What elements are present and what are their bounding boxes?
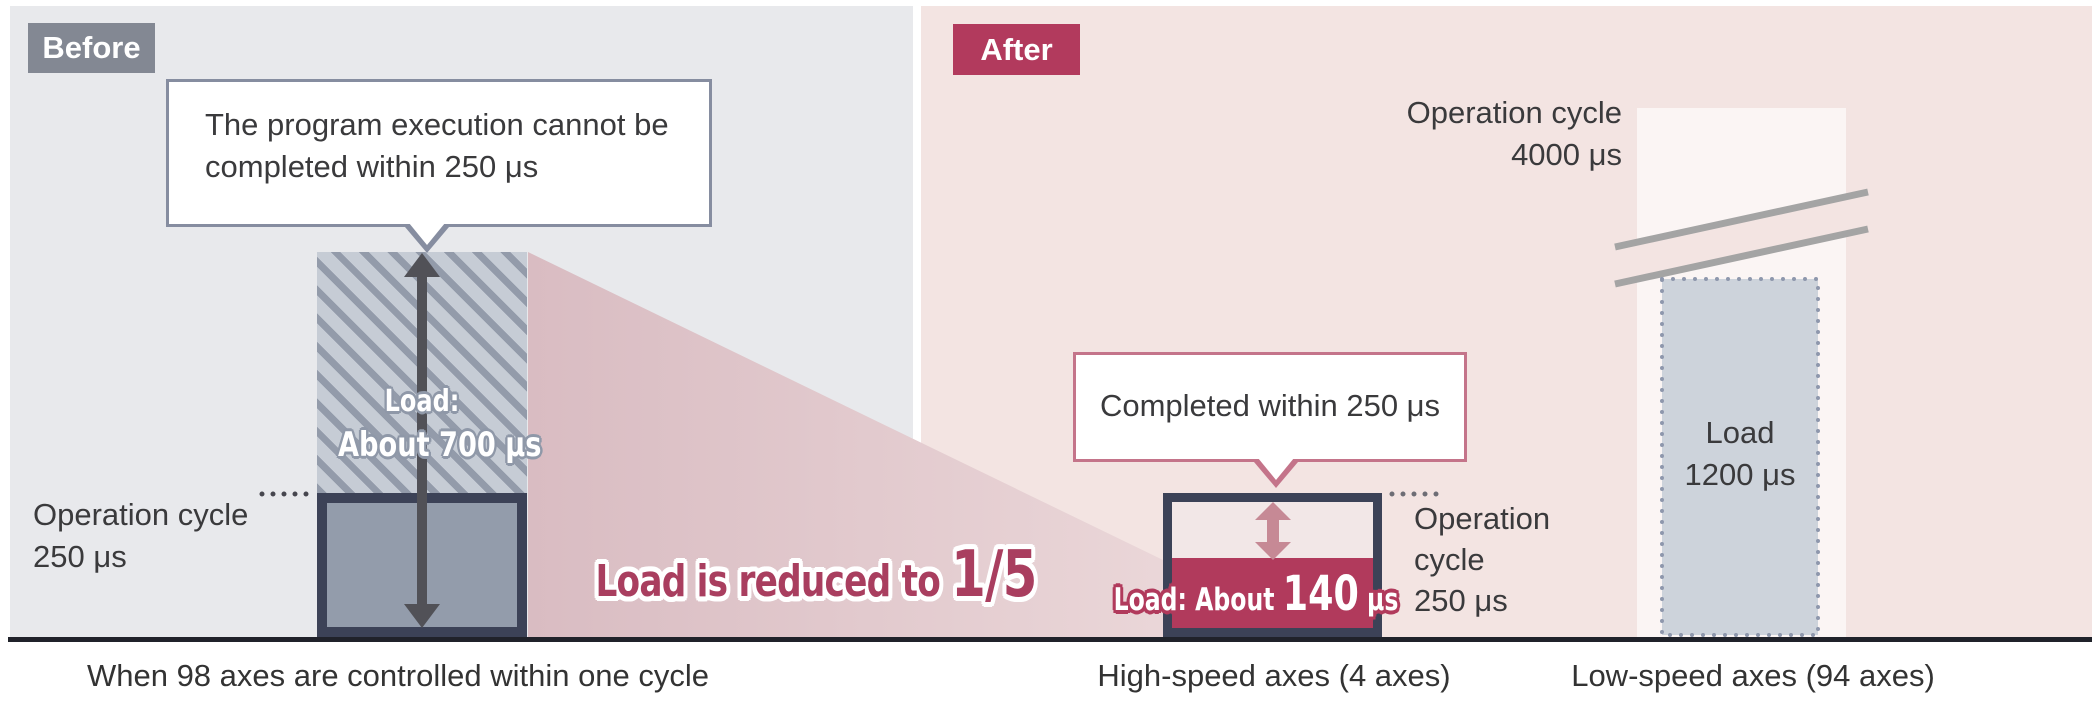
- low-speed-load-box: [1660, 277, 1820, 637]
- low-speed-load-label: Load 1200 μs: [1660, 412, 1820, 496]
- low-speed-load-label-line2: 1200 μs: [1684, 457, 1796, 492]
- after-speech-bubble: Completed within 250 μs: [1073, 352, 1467, 488]
- after-cycle-label-line1: Operation: [1414, 501, 1551, 536]
- margin-double-arrow-icon: [1255, 502, 1291, 560]
- before-bubble-pointer-fill: [409, 223, 445, 245]
- before-bubble-line1: The program execution cannot be: [205, 107, 669, 142]
- low-speed-cycle-label-line2: 4000 μs: [1511, 137, 1622, 172]
- after-badge: After: [953, 24, 1080, 75]
- after-load-fill: [1172, 558, 1373, 628]
- reduction-text-value: 1/5: [951, 538, 1037, 612]
- before-leader-dots: [259, 491, 316, 497]
- after-load-label-unit: μs: [1358, 582, 1399, 618]
- after-cycle-label: Operation cycle 250 μs: [1414, 498, 1550, 621]
- before-load-label: Load: About 700 μs: [338, 382, 542, 468]
- low-speed-caption: Low-speed axes (94 axes): [1571, 658, 1935, 693]
- after-bubble-pointer-fill: [1258, 458, 1294, 480]
- before-load-label-line2: About 700 μs: [338, 425, 542, 465]
- after-panel: [921, 6, 2092, 639]
- high-speed-caption: High-speed axes (4 axes): [1097, 658, 1451, 693]
- reduction-text-prefix: Load is reduced to: [595, 556, 952, 607]
- axis-break-icon: [1614, 188, 1869, 288]
- baseline: [8, 637, 2092, 642]
- before-caption: When 98 axes are controlled within one c…: [86, 658, 710, 693]
- after-load-label-value: 140: [1282, 566, 1359, 622]
- overload-double-arrow-icon: [404, 253, 440, 628]
- before-cycle-label: Operation cycle 250 μs: [33, 494, 248, 578]
- after-cycle-label-line3: 250 μs: [1414, 583, 1508, 618]
- after-bubble-text: Completed within 250 μs: [1099, 388, 1441, 423]
- low-speed-cycle-label-line1: Operation cycle: [1406, 95, 1622, 130]
- after-load-label: Load: About 140 μs: [1104, 566, 1408, 622]
- before-badge: Before: [28, 23, 155, 73]
- before-cycle-label-line2: 250 μs: [33, 539, 127, 574]
- low-speed-cycle-label: Operation cycle 4000 μs: [1380, 92, 1622, 176]
- after-leader-dots: [1389, 491, 1444, 497]
- before-load-label-line1: Load:: [384, 384, 460, 419]
- before-speech-bubble: The program execution cannot be complete…: [166, 79, 712, 253]
- reduction-text: Load is reduced to 1/5: [582, 538, 1050, 612]
- before-cycle-label-line1: Operation cycle: [33, 497, 249, 532]
- before-bubble-line2: completed within 250 μs: [205, 149, 539, 184]
- low-speed-load-label-line1: Load: [1705, 415, 1775, 450]
- reduction-funnel-shape: [528, 252, 1163, 639]
- after-cycle-label-line2: cycle: [1414, 542, 1485, 577]
- after-load-label-prefix: Load: About: [1113, 582, 1283, 618]
